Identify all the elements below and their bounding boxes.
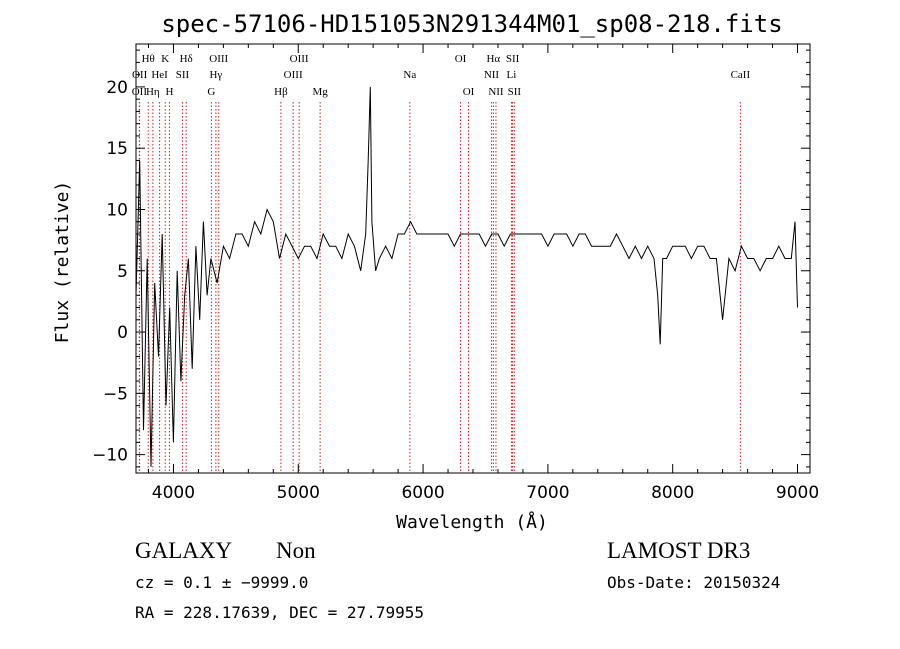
redshift-cz: cz = 0.1 ± −9999.0 <box>135 573 309 592</box>
line-label-6: H <box>165 86 173 98</box>
ra-dec-coordinates: RA = 228.17639, DEC = 27.79955 <box>135 603 424 622</box>
line-label-4: HeI <box>151 69 168 81</box>
line-label-16: Na <box>403 69 416 81</box>
flux-series-line <box>135 86 798 467</box>
line-label-21: NII <box>488 86 504 98</box>
observation-date: Obs-Date: 20150324 <box>607 573 781 592</box>
y-tick-label-5: 15 <box>106 139 128 159</box>
line-label-3: Hη <box>146 86 160 98</box>
line-label-0: OII <box>132 86 148 98</box>
x-tick-label-4: 8000 <box>651 483 694 503</box>
object-class: GALAXY <box>135 538 233 563</box>
y-tick-label-0: −10 <box>92 446 128 466</box>
x-axis-ticks: 4000 5000 6000 7000 8000 9000 <box>147 44 819 503</box>
y-axis-label: Flux (relative) <box>52 181 73 344</box>
line-label-7: Hδ <box>180 53 193 65</box>
object-subclass: Non <box>276 538 316 563</box>
line-label-10: Hγ <box>209 69 222 81</box>
line-label-11: G <box>207 86 215 98</box>
y-tick-label-1: −5 <box>103 384 128 404</box>
y-tick-label-2: 0 <box>117 323 128 343</box>
x-tick-label-1: 5000 <box>277 483 320 503</box>
line-label-2: Hθ <box>142 53 155 65</box>
line-label-23: Li <box>507 69 517 81</box>
line-label-20: NII <box>484 69 500 81</box>
line-label-19: Hα <box>486 53 500 65</box>
line-label-8: SII <box>176 69 190 81</box>
x-tick-label-5: 9000 <box>776 483 819 503</box>
x-axis-label: Wavelength (Å) <box>396 511 548 533</box>
y-tick-label-3: 5 <box>117 262 128 282</box>
line-label-15: Mg <box>312 86 328 98</box>
plot-frame <box>135 43 811 474</box>
line-label-17: OI <box>455 53 467 65</box>
line-label-12: Hβ <box>274 86 288 98</box>
line-label-22: SII <box>506 53 520 65</box>
y-tick-label-4: 10 <box>106 200 128 220</box>
line-label-25: CaII <box>731 69 751 81</box>
x-tick-label-3: 7000 <box>526 483 569 503</box>
x-tick-label-2: 6000 <box>401 483 444 503</box>
line-label-18: OI <box>463 86 475 98</box>
x-tick-label-0: 4000 <box>152 483 195 503</box>
line-label-9: OIII <box>209 53 228 65</box>
spectral-line-markers <box>138 102 741 473</box>
line-label-5: K <box>161 53 169 65</box>
y-axis-ticks: −10 −5 0 5 10 15 20 <box>92 49 810 468</box>
survey-name: LAMOST DR3 <box>607 538 751 563</box>
line-label-14: OIII <box>290 53 309 65</box>
line-label-13: OIII <box>284 69 303 81</box>
chart-title: spec-57106-HD151053N291344M01_sp08-218.f… <box>161 10 782 38</box>
line-label-24: SII <box>508 86 522 98</box>
y-tick-label-6: 20 <box>106 78 128 98</box>
